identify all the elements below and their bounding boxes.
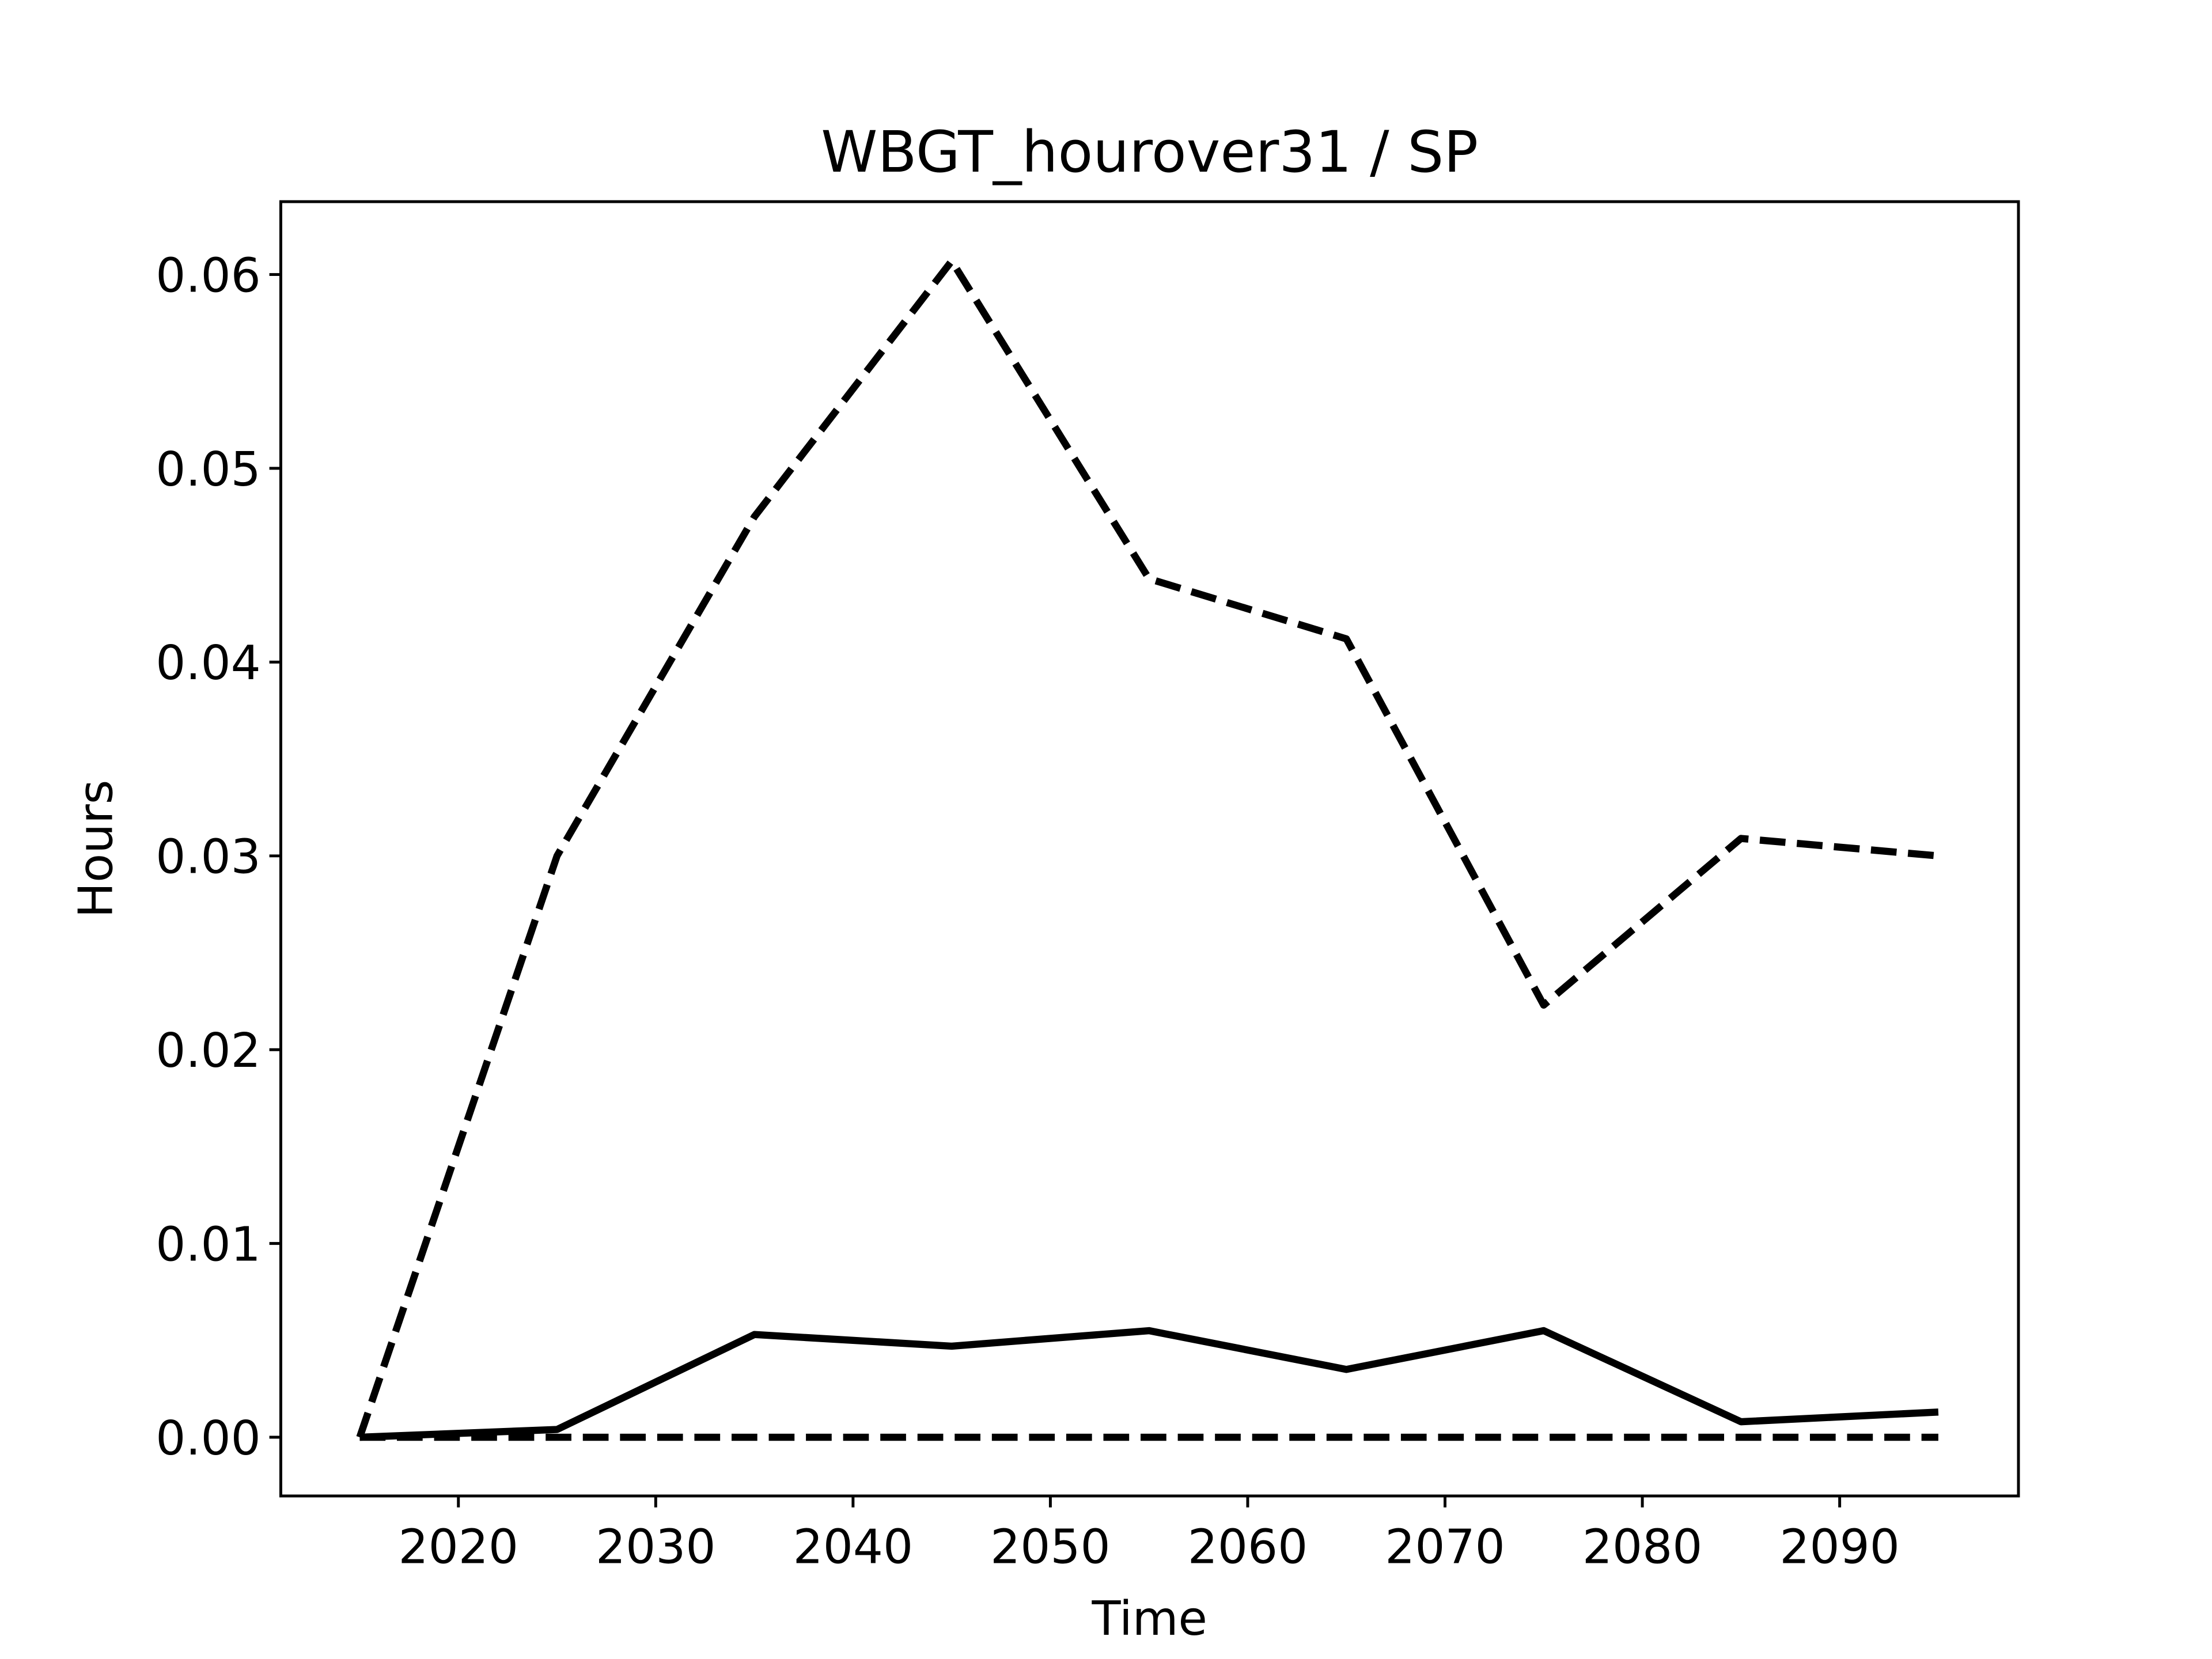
y-axis-label: Hours (69, 780, 123, 918)
x-tick-label: 2080 (1582, 1520, 1703, 1575)
y-tick-label: 0.05 (156, 442, 260, 497)
chart-title: WBGT_hourover31 / SP (821, 119, 1478, 185)
y-tick-label: 0.04 (156, 636, 260, 691)
x-tick-label: 2020 (398, 1520, 518, 1575)
x-tick-label: 2030 (596, 1520, 716, 1575)
x-tick-label: 2090 (1779, 1520, 1900, 1575)
y-tick-label: 0.06 (156, 248, 260, 303)
y-tick-label: 0.01 (156, 1217, 260, 1272)
x-tick-label: 2060 (1188, 1520, 1308, 1575)
y-tick-label: 0.00 (156, 1411, 260, 1466)
x-tick-label: 2050 (990, 1520, 1111, 1575)
line-series (359, 1327, 1939, 1441)
plot-frame (279, 200, 2020, 1498)
x-tick-label: 2070 (1385, 1520, 1505, 1575)
x-axis-label: Time (1091, 1592, 1207, 1646)
x-tick-label: 2040 (793, 1520, 914, 1575)
line-series (356, 257, 1939, 1439)
y-tick-label: 0.03 (156, 830, 260, 885)
y-tick-label: 0.02 (156, 1024, 260, 1078)
